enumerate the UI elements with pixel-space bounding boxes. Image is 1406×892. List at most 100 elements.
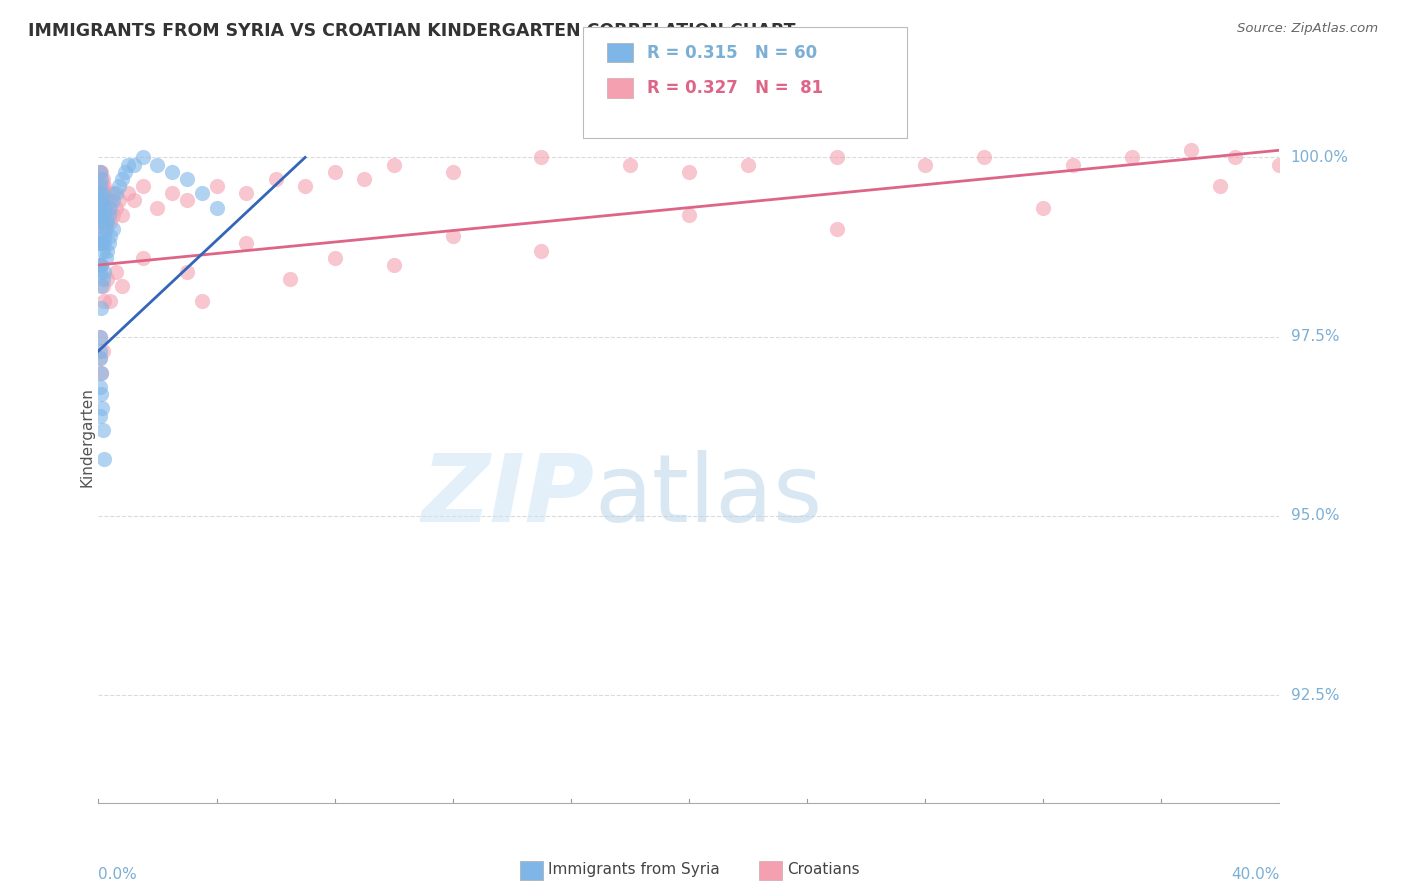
Point: [103, 208, 125, 222]
Point: [117, 158, 139, 172]
Point: [108, 194, 131, 208]
Point: [105, 265, 128, 279]
Point: [1032, 201, 1054, 215]
Point: [122, 194, 145, 208]
Point: [278, 272, 302, 286]
Point: [97, 201, 120, 215]
Point: [97, 236, 120, 251]
Point: [530, 244, 553, 258]
Point: [93, 222, 115, 236]
Point: [89, 344, 111, 359]
Point: [89, 186, 111, 201]
Point: [98, 201, 121, 215]
Point: [89, 186, 111, 201]
Point: [91, 215, 114, 229]
Text: Immigrants from Syria: Immigrants from Syria: [548, 863, 720, 877]
Point: [93, 201, 115, 215]
Point: [90, 165, 112, 179]
Point: [678, 208, 700, 222]
Point: [176, 194, 198, 208]
Point: [973, 150, 995, 164]
Point: [89, 236, 111, 251]
Text: Croatians: Croatians: [787, 863, 860, 877]
Point: [94, 222, 117, 236]
Point: [89, 265, 111, 279]
Point: [93, 265, 115, 279]
Point: [90, 236, 112, 251]
Point: [90, 186, 112, 201]
Point: [678, 165, 700, 179]
Point: [162, 186, 183, 201]
Point: [89, 194, 111, 208]
Point: [96, 186, 118, 201]
Point: [530, 150, 553, 164]
Text: R = 0.327   N =  81: R = 0.327 N = 81: [647, 79, 823, 97]
Point: [89, 179, 111, 194]
Point: [235, 236, 257, 251]
Text: 95.0%: 95.0%: [1291, 508, 1339, 524]
Point: [1062, 158, 1084, 172]
Point: [90, 258, 112, 272]
Point: [619, 158, 641, 172]
Point: [90, 366, 112, 380]
Text: IMMIGRANTS FROM SYRIA VS CROATIAN KINDERGARTEN CORRELATION CHART: IMMIGRANTS FROM SYRIA VS CROATIAN KINDER…: [28, 22, 796, 40]
Point: [1268, 158, 1291, 172]
Point: [103, 186, 125, 201]
Point: [105, 201, 128, 215]
Point: [105, 186, 128, 201]
Point: [96, 208, 118, 222]
Point: [91, 244, 114, 258]
Point: [132, 150, 155, 164]
Text: 92.5%: 92.5%: [1291, 688, 1339, 703]
Point: [98, 215, 121, 229]
Point: [96, 215, 118, 229]
Point: [91, 344, 114, 359]
Point: [93, 208, 115, 222]
Point: [93, 186, 115, 201]
Point: [1209, 179, 1232, 194]
Point: [1223, 150, 1246, 164]
Point: [89, 208, 111, 222]
Point: [353, 172, 375, 186]
Text: 0.0%: 0.0%: [98, 867, 138, 881]
Point: [162, 165, 183, 179]
Point: [94, 215, 117, 229]
Point: [93, 293, 115, 308]
Point: [91, 215, 114, 229]
Point: [93, 451, 115, 466]
Point: [176, 172, 198, 186]
Point: [91, 172, 114, 186]
Point: [96, 244, 118, 258]
Point: [441, 165, 464, 179]
Point: [90, 366, 112, 380]
Point: [89, 165, 111, 179]
Point: [98, 293, 121, 308]
Point: [91, 179, 114, 194]
Point: [103, 194, 125, 208]
Point: [90, 215, 112, 229]
Text: 40.0%: 40.0%: [1232, 867, 1279, 881]
Point: [89, 229, 111, 244]
Point: [90, 387, 112, 401]
Point: [90, 236, 112, 251]
Point: [89, 215, 111, 229]
Y-axis label: Kindergarten: Kindergarten: [80, 387, 94, 487]
Point: [91, 236, 114, 251]
Point: [737, 158, 759, 172]
Point: [825, 222, 848, 236]
Point: [90, 208, 112, 222]
Point: [441, 229, 464, 244]
Point: [117, 186, 139, 201]
Point: [382, 158, 405, 172]
Point: [146, 158, 169, 172]
Point: [91, 194, 114, 208]
Point: [111, 172, 134, 186]
Point: [91, 401, 114, 416]
Point: [825, 150, 848, 164]
Point: [89, 201, 111, 215]
Point: [89, 258, 111, 272]
Point: [132, 251, 155, 265]
Point: [93, 179, 115, 194]
Text: R = 0.315   N = 60: R = 0.315 N = 60: [647, 44, 817, 62]
Point: [89, 329, 111, 343]
